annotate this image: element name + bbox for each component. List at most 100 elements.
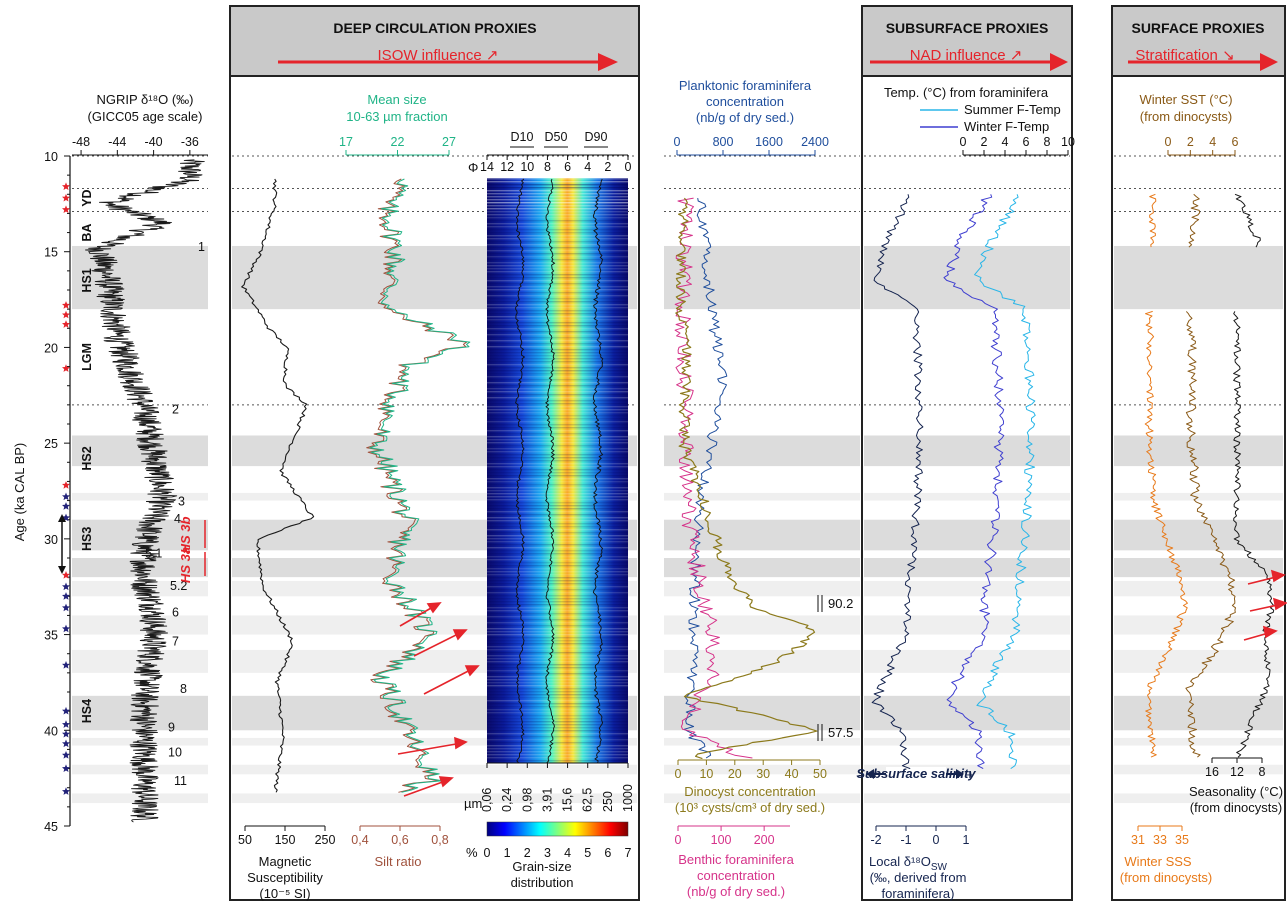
grainsize-stripe	[487, 298, 628, 300]
annotation-arrows	[397, 569, 1287, 797]
ngripticks-label: -40	[145, 135, 163, 149]
dino-peak-2: 57.5	[828, 725, 853, 740]
silt-label: Silt ratio	[375, 854, 422, 869]
grainsize-stripe	[487, 592, 628, 594]
seasticks-label: 16	[1205, 765, 1219, 779]
grainsize-stripe	[487, 490, 628, 492]
deep-subtitle: ISOW influence ↗	[378, 47, 499, 64]
grainsize-stripe	[487, 445, 628, 447]
winter-sss-curve	[1144, 193, 1188, 758]
salinity-plus: +	[966, 767, 974, 782]
grainsize-stripe	[487, 583, 628, 585]
shaded-band-2	[1114, 519, 1283, 551]
meansize-label-2: 10-63 µm fraction	[346, 109, 447, 124]
light-band-3	[1114, 649, 1283, 673]
d18osw-axis: -2 -1 0 1 Local δ¹⁸OSW (‰, derived from for…	[856, 766, 976, 901]
silt-axis: 0,4 0,6 0,8 Silt ratio	[351, 825, 449, 869]
msticks-label: 27	[442, 135, 456, 149]
grainsize-stripe	[487, 226, 628, 228]
grainsize-stripe	[487, 628, 628, 630]
benthic-label-1: Benthic foraminifera	[678, 852, 794, 867]
interstadial-label: 7	[172, 634, 179, 648]
grainsize-stripe	[487, 517, 628, 519]
light-band-6	[232, 793, 637, 804]
magticks-label: 50	[238, 833, 252, 847]
light-band-1	[1114, 580, 1283, 597]
um-tick-label: 15,6	[561, 788, 575, 812]
light-band-4	[1114, 737, 1283, 746]
grainsize-stripe	[487, 643, 628, 645]
dino-label-1: Dinocyst concentration	[684, 784, 816, 799]
colorbar	[486, 821, 629, 837]
colorbar-tick-label: 4	[564, 846, 571, 860]
grainsize-stripe	[487, 184, 628, 186]
grainsize-stripe	[487, 316, 628, 318]
red-star	[62, 182, 70, 190]
colorbar-tick-label: 7	[625, 846, 632, 860]
grainsize-stripe	[487, 682, 628, 684]
stadial-label: HS4	[80, 699, 94, 723]
magsus-axis: 50 150 250 Magnetic Susceptibility (10⁻⁵ S…	[238, 825, 335, 901]
colorbar-tick-label: 3	[544, 846, 551, 860]
colorbar-tick-label: 1	[504, 846, 511, 860]
phi-tick-label: 2	[604, 160, 611, 174]
grainsize-stripe	[487, 634, 628, 636]
dino-curve	[675, 197, 818, 760]
grainsize-stripe	[487, 586, 628, 588]
grainsize-stripe	[487, 511, 628, 513]
grainsize-stripe	[487, 706, 628, 708]
summer-ftemp-curve	[974, 194, 1036, 770]
grainsize-stripe	[487, 640, 628, 642]
grainsize-stripe	[487, 688, 628, 690]
grainsize-stripe	[487, 277, 628, 279]
surface-subtitle: Stratification ↘	[1135, 47, 1234, 64]
grainsize-stripe	[487, 361, 628, 363]
grainsize-stripe	[487, 673, 628, 675]
grainsize-stripe	[487, 664, 628, 666]
light-band-0	[72, 492, 208, 501]
benticks-label: 100	[711, 833, 732, 847]
grainsize-stripe	[487, 637, 628, 639]
ngrip-curve	[85, 159, 205, 823]
d18ticks-label: -2	[870, 833, 881, 847]
age-axis: 10 15 20 25 30 35 40 45 Age (ka CAL BP)	[12, 150, 71, 834]
subsurface-title: SUBSURFACE PROXIES	[886, 20, 1049, 36]
grainsize-stripe	[487, 394, 628, 396]
shaded-band-3	[664, 558, 860, 578]
deep-section: DEEP CIRCULATION PROXIES ISOW influence …	[229, 5, 640, 901]
grainsize-stripe	[487, 328, 628, 330]
grainsize-stripe	[487, 691, 628, 693]
d18osw-curve	[871, 194, 924, 770]
plankticks-label: 1600	[755, 135, 783, 149]
grainsize-stripe	[487, 556, 628, 558]
msticks-label: 17	[339, 135, 353, 149]
grainsize-stripe	[487, 442, 628, 444]
light-band-2	[1114, 615, 1283, 635]
blue-star	[62, 764, 70, 772]
interstadial-label: 9	[168, 720, 175, 734]
red-star	[62, 481, 70, 489]
grainsize-stripe	[487, 220, 628, 222]
grainsize-stripe	[487, 697, 628, 699]
red-star	[62, 301, 70, 309]
stadial-label: LGM	[80, 343, 94, 371]
grainsize-stripe	[487, 469, 628, 471]
sss-label-1: Winter SSS	[1124, 854, 1192, 869]
subsurface-section: SUBSURFACE PROXIES NAD influence ↗	[861, 5, 1073, 901]
grainsize-stripe	[487, 577, 628, 579]
phi-tick-label: 12	[500, 160, 514, 174]
grainsize-stripe	[487, 331, 628, 333]
proxy-curves	[85, 159, 1275, 823]
sssticks-label: 31	[1131, 833, 1145, 847]
salinity-minus: -	[858, 767, 862, 782]
blue-star	[62, 603, 70, 612]
grainsize-stripe	[487, 475, 628, 477]
light-band-4	[72, 737, 208, 746]
grainsize-stripe	[487, 730, 628, 732]
grainsize-stripe	[487, 373, 628, 375]
grainsize-stripe	[487, 370, 628, 372]
light-band-6	[1114, 793, 1283, 804]
grainsize-stripe	[487, 415, 628, 417]
grainsize-stripe	[487, 478, 628, 480]
deep-title: DEEP CIRCULATION PROXIES	[333, 20, 536, 36]
